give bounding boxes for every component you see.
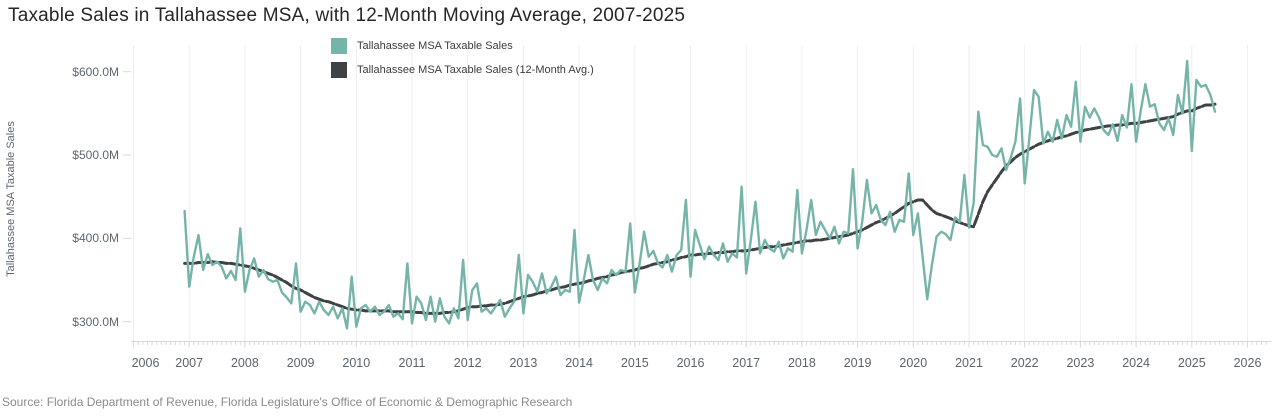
legend: Tallahassee MSA Taxable Sales Tallahassee…	[331, 38, 594, 86]
x-tick-label: 2010	[342, 356, 371, 370]
x-axis	[131, 341, 1271, 348]
legend-item-sales[interactable]: Tallahassee MSA Taxable Sales	[331, 38, 594, 54]
x-tick-label: 2016	[676, 356, 705, 370]
legend-swatch	[331, 62, 347, 78]
x-tick-label: 2014	[565, 356, 593, 370]
x-tick-label: 2011	[398, 356, 426, 370]
chart-title: Taxable Sales in Tallahassee MSA, with 1…	[8, 5, 686, 26]
x-tick-label: 2023	[1066, 356, 1095, 370]
sales-line	[183, 59, 1217, 330]
y-tick-label: $300.0M	[72, 314, 119, 329]
x-tick-label: 2025	[1177, 356, 1206, 370]
x-tick-label: 2013	[509, 356, 538, 370]
x-tick-label: 2018	[787, 356, 816, 370]
x-tick-label: 2009	[286, 356, 315, 370]
x-tick-label: 2012	[453, 356, 482, 370]
x-tick-label: 2026	[1233, 356, 1262, 370]
legend-item-moving-average[interactable]: Tallahassee MSA Taxable Sales (12-Month …	[331, 62, 594, 78]
x-tick-label: 2022	[1010, 356, 1039, 370]
y-tick-label: $500.0M	[72, 148, 119, 163]
y-tick-label: $600.0M	[72, 64, 119, 79]
legend-swatch	[331, 38, 347, 54]
x-tick-label: 2024	[1122, 356, 1150, 370]
x-tick-label: 2007	[175, 356, 204, 370]
x-tick-label: 2015	[620, 356, 649, 370]
y-tick-label: $400.0M	[72, 231, 119, 246]
y-axis-title: Tallahassee MSA Taxable Sales	[5, 121, 17, 277]
y-axis-ticks	[123, 71, 131, 323]
x-tick-label: 2020	[899, 356, 928, 370]
source-note: Source: Florida Department of Revenue, F…	[2, 395, 573, 409]
x-tick-label: 2006	[131, 356, 160, 370]
legend-label: Tallahassee MSA Taxable Sales	[357, 40, 513, 52]
legend-label: Tallahassee MSA Taxable Sales (12-Month …	[357, 64, 594, 76]
x-tick-label: 2021	[955, 356, 983, 370]
x-tick-label: 2019	[843, 356, 872, 370]
year-gridlines	[133, 45, 1248, 342]
x-tick-label: 2017	[732, 356, 761, 370]
x-tick-label: 2008	[230, 356, 259, 370]
